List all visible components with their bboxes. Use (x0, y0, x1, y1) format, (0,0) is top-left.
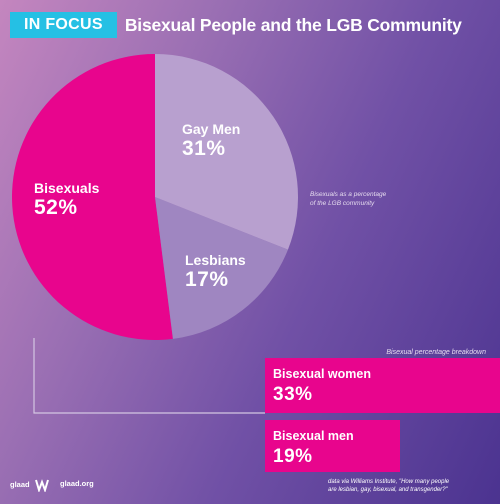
footer-url: glaad.org (60, 479, 94, 488)
bar-bisexual-women: Bisexual women 33% (265, 358, 500, 413)
credit-line-1: data via Williams Institute, "How many p… (328, 479, 450, 485)
bar-value-bisexual-men: 19% (273, 446, 313, 467)
lesbians-pct: 17% (185, 268, 229, 292)
gay-men-pct: 31% (182, 137, 226, 161)
pie-note-line-2: of the LGB community (310, 199, 375, 207)
pie-slice-gay-men (155, 54, 298, 250)
bisexuals-pct: 52% (34, 196, 78, 220)
header: IN FOCUS Bisexual People and the LGB Com… (10, 12, 462, 38)
page-title: Bisexual People and the LGB Community (124, 14, 462, 35)
data-credit: data via Williams Institute, "How many p… (328, 478, 488, 494)
credit-line-2: are lesbian, gay, bisexual, and transgen… (328, 487, 448, 494)
lesbians-name: Lesbians (185, 252, 246, 268)
in-focus-badge: IN FOCUS (10, 12, 117, 38)
leader-line (33, 338, 265, 414)
glaad-logo-icon (34, 479, 49, 494)
bisexuals-name: Bisexuals (34, 180, 100, 196)
pie-slice-bisexuals (12, 54, 173, 340)
gay-men-label: Gay Men 31% (182, 121, 240, 161)
bisexuals-label: Bisexuals 52% (34, 180, 99, 220)
pie-slice-lesbians (155, 197, 288, 339)
glaad-logo-text: glaad (10, 479, 30, 489)
lesbians-label: Lesbians 17% (185, 252, 246, 292)
glaad-logo: glaad (10, 478, 51, 494)
breakdown-title: Bisexual percentage breakdown (386, 349, 486, 356)
bar-label-bisexual-men: Bisexual men (273, 429, 354, 443)
pie-note: Bisexuals as a percentage of the LGB com… (310, 191, 386, 209)
pie-note-line-1: Bisexuals as a percentage (310, 191, 387, 198)
bar-label-bisexual-women: Bisexual women (273, 367, 371, 381)
gay-men-name: Gay Men (182, 121, 241, 137)
bar-value-bisexual-women: 33% (273, 384, 313, 405)
bar-bisexual-men: Bisexual men 19% (265, 420, 401, 472)
